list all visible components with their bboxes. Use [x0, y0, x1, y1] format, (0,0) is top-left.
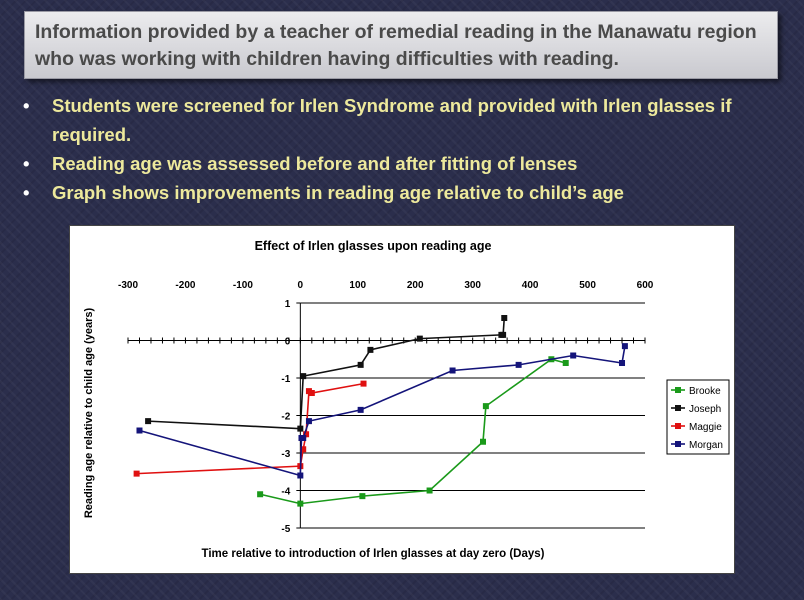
x-tick-label: 0 [298, 280, 304, 291]
y-tick-label: -3 [281, 449, 290, 460]
y-tick-label: -1 [281, 374, 290, 385]
y-tick-label: 1 [285, 299, 291, 310]
chart-panel: Effect of Irlen glasses upon reading age… [69, 225, 735, 574]
legend-label: Joseph [689, 404, 721, 415]
bullet-item: Graph shows improvements in reading age … [22, 178, 782, 207]
line-chart: Effect of Irlen glasses upon reading age… [83, 239, 730, 560]
legend-marker [675, 423, 681, 429]
x-tick-label: 500 [579, 280, 596, 291]
data-point-brooke [426, 487, 433, 494]
data-point-maggie [133, 470, 140, 477]
slide-title-box: Information provided by a teacher of rem… [24, 11, 778, 79]
data-point-brooke [480, 438, 487, 445]
series-line-brooke [259, 358, 566, 505]
x-tick-label: -200 [175, 280, 195, 291]
data-point-joseph [501, 315, 508, 321]
data-point-maggie [360, 380, 367, 387]
data-point-joseph [416, 335, 423, 342]
x-tick-label: 400 [522, 280, 539, 291]
chart-title: Effect of Irlen glasses upon reading age [255, 239, 492, 253]
x-tick-label: -300 [118, 280, 138, 291]
y-tick-label: -5 [281, 524, 290, 535]
x-tick-label: -100 [233, 280, 253, 291]
data-point-morgan [136, 427, 143, 434]
data-point-morgan [357, 406, 364, 413]
data-point-joseph [500, 331, 507, 338]
y-axis-label: Reading age relative to child age (years… [83, 308, 95, 519]
data-point-brooke [257, 491, 264, 498]
data-point-morgan [621, 343, 628, 350]
legend-marker [675, 441, 681, 447]
slide-title: Information provided by a teacher of rem… [35, 21, 757, 70]
legend-label: Maggie [689, 422, 722, 433]
data-point-morgan [449, 367, 456, 374]
data-point-joseph [297, 425, 304, 432]
series-line-morgan [139, 345, 626, 477]
y-tick-label: -4 [281, 487, 290, 498]
x-tick-label: 200 [407, 280, 424, 291]
x-tick-label: 100 [349, 280, 366, 291]
data-point-joseph [300, 373, 307, 380]
data-point-maggie [303, 431, 310, 438]
data-point-brooke [482, 403, 489, 410]
legend-label: Morgan [689, 440, 723, 451]
x-tick-label: 600 [637, 280, 654, 291]
data-point-morgan [297, 472, 304, 479]
data-point-brooke [297, 500, 304, 507]
data-point-morgan [515, 361, 522, 368]
data-point-morgan [305, 418, 312, 425]
bullet-item: Students were screened for Irlen Syndrom… [22, 91, 782, 149]
data-point-maggie [300, 446, 307, 453]
bullet-item: Reading age was assessed before and afte… [22, 149, 782, 178]
data-point-joseph [357, 361, 364, 368]
y-tick-label: 0 [285, 337, 291, 348]
x-axis-label: Time relative to introduction of Irlen g… [202, 548, 545, 560]
legend-marker [675, 405, 681, 411]
data-point-joseph [145, 418, 152, 425]
legend-label: Brooke [689, 386, 721, 397]
y-tick-label: -2 [281, 412, 290, 423]
series-line-maggie [136, 382, 364, 475]
data-point-morgan [300, 435, 307, 441]
data-point-maggie [308, 390, 315, 396]
x-tick-label: 300 [464, 280, 481, 291]
data-point-morgan [619, 360, 626, 366]
data-point-joseph [367, 346, 374, 353]
data-point-brooke [562, 360, 569, 366]
chart-legend: Brooke Joseph Maggie Morgan [666, 379, 730, 455]
legend-marker [675, 387, 681, 393]
bullet-list: Students were screened for Irlen Syndrom… [22, 91, 782, 207]
data-point-morgan [570, 352, 577, 359]
data-point-brooke [359, 493, 366, 500]
